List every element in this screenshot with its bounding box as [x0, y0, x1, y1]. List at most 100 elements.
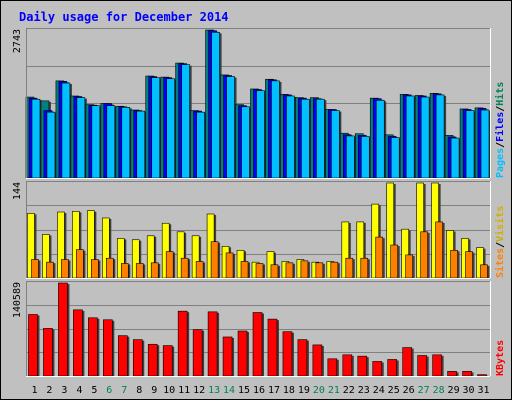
bar-pages-3: [61, 82, 71, 179]
bar-pages-18: [286, 95, 295, 179]
bar-pages-6: [106, 105, 116, 179]
x-tick-label-3: 3: [61, 385, 67, 396]
bar-kbytes-17: [267, 318, 278, 377]
bar-pages-7: [121, 107, 131, 179]
bar-kbytes-27: [417, 355, 427, 377]
bar-sites-12: [195, 261, 204, 279]
bar-kbytes-19: [297, 339, 308, 377]
y-max-label-sites-visits: 144: [12, 182, 23, 200]
x-tick-label-30: 30: [463, 385, 475, 396]
x-tick-label-17: 17: [268, 385, 280, 396]
bar-kbytes-9: [147, 343, 158, 377]
legend-kbytes: KBytes: [495, 340, 506, 376]
bar-kbytes-24: [372, 361, 383, 377]
bar-pages-27: [420, 96, 430, 179]
bar-sites-21: [330, 261, 339, 279]
x-tick-label-10: 10: [163, 385, 175, 396]
bar-pages-13: [211, 32, 220, 179]
x-tick-label-23: 23: [358, 385, 370, 396]
bar-pages-29: [450, 137, 460, 179]
bar-sites-29: [450, 249, 458, 279]
bar-kbytes-7: [117, 335, 128, 377]
bar-sites-10: [165, 251, 174, 279]
bar-sites-8: [135, 263, 144, 279]
legend-item-pages-files-hits-4: Hits: [494, 82, 506, 106]
x-tick-label-26: 26: [403, 385, 415, 396]
bar-sites-7: [120, 263, 129, 279]
bar-kbytes-18: [282, 331, 293, 377]
x-tick-label-1: 1: [31, 385, 37, 396]
bar-pages-20: [316, 98, 325, 179]
bar-pages-4: [76, 97, 86, 179]
bar-sites-6: [106, 257, 114, 279]
legend-sites-visits: Sites/Visits: [494, 206, 506, 278]
y-max-label-pages-files-hits: 2743: [12, 29, 23, 53]
x-tick-label-16: 16: [253, 385, 265, 396]
bar-sites-11: [180, 257, 189, 279]
x-tick-label-21: 21: [328, 385, 340, 396]
bar-kbytes-29: [447, 371, 457, 377]
panel-sites-visits: 144 Sites/Visits: [12, 181, 506, 279]
x-axis-labels: 1 2 3 4 5 6 7 8 9 10 11 12 13 14 15 16 17 18 19 20 21 22 23 24 2…: [31, 385, 489, 396]
bar-pages-28: [435, 94, 445, 179]
bar-pages-21: [331, 110, 340, 179]
legend-pages-files-hits: Pages/Files/Hits: [494, 82, 506, 178]
bar-pages-10: [166, 78, 175, 179]
bar-pages-15: [241, 106, 250, 179]
bar-kbytes-1: [28, 314, 38, 377]
bar-sites-18: [285, 262, 294, 279]
bar-kbytes-3: [58, 282, 68, 377]
bar-sites-23: [360, 257, 369, 279]
bar-kbytes-31: [477, 374, 487, 377]
bar-sites-17: [270, 264, 279, 279]
bar-pages-8: [136, 110, 146, 179]
panel-kbytes: 140589 KBytes: [12, 281, 506, 377]
x-tick-label-12: 12: [193, 385, 205, 396]
bar-sites-25: [390, 244, 399, 279]
bar-sites-27: [420, 231, 428, 279]
x-tick-label-4: 4: [76, 385, 82, 396]
bar-sites-24: [375, 236, 384, 279]
bar-kbytes-13: [207, 311, 218, 377]
bar-kbytes-30: [462, 371, 472, 377]
bar-pages-25: [390, 137, 400, 179]
chart-title: Daily usage for December 2014: [19, 10, 229, 24]
bar-kbytes-5: [88, 317, 98, 377]
bar-sites-28: [435, 221, 443, 279]
x-tick-label-29: 29: [448, 385, 460, 396]
bar-kbytes-23: [357, 355, 368, 377]
bar-kbytes-26: [402, 347, 412, 377]
bar-sites-3: [61, 259, 69, 279]
x-tick-label-20: 20: [313, 385, 325, 396]
bar-pages-30: [465, 110, 475, 179]
bar-pages-23: [360, 136, 370, 179]
bar-pages-1: [31, 98, 41, 179]
bar-kbytes-12: [192, 329, 203, 377]
bar-sites-26: [405, 254, 413, 279]
bar-pages-16: [256, 90, 265, 179]
legend-item-pages-files-hits-0: Pages: [495, 148, 506, 178]
bar-pages-24: [375, 100, 385, 179]
bar-sites-14: [225, 252, 234, 279]
bar-kbytes-11: [177, 310, 188, 377]
bar-pages-2: [46, 111, 56, 179]
panel-pages-files-hits: 2743 Pages/Files/Hits: [12, 28, 506, 179]
x-tick-label-8: 8: [136, 385, 142, 396]
bar-sites-15: [240, 261, 249, 279]
bar-kbytes-20: [312, 344, 323, 377]
bar-sites-2: [46, 261, 54, 279]
legend-item-pages-files-hits-2: Files: [494, 112, 506, 142]
bar-kbytes-28: [432, 354, 442, 377]
x-tick-label-31: 31: [477, 385, 489, 396]
bar-kbytes-10: [162, 345, 173, 377]
bar-pages-12: [196, 111, 205, 179]
bar-kbytes-21: [327, 358, 338, 377]
bar-sites-31: [480, 264, 488, 279]
bar-kbytes-16: [252, 312, 263, 377]
bar-sites-22: [345, 257, 354, 279]
x-tick-label-5: 5: [91, 385, 97, 396]
x-tick-label-19: 19: [298, 385, 310, 396]
bar-kbytes-6: [103, 319, 113, 377]
bar-kbytes-8: [132, 339, 143, 377]
